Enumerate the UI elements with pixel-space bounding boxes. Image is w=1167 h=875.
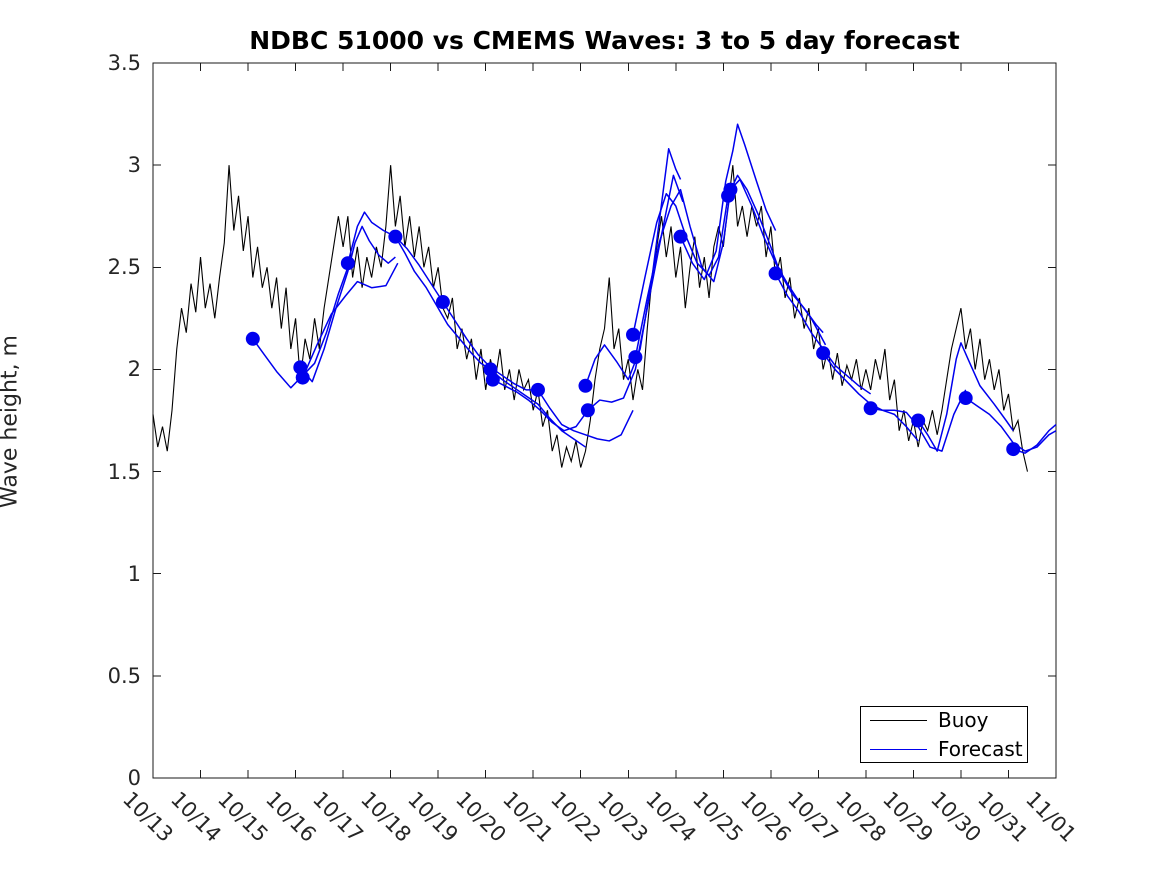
y-axis-tick-label: 0.5 [107, 663, 141, 688]
forecast-marker [626, 327, 641, 342]
buoy-line-swatch [870, 719, 927, 721]
forecast-marker [530, 382, 545, 397]
forecast-marker [863, 401, 878, 416]
plot-border [152, 62, 1057, 779]
forecast-segment [394, 236, 491, 371]
forecast-segment [774, 273, 872, 395]
forecast-marker [388, 229, 403, 244]
forecast-marker [340, 256, 355, 271]
chart-title: NDBC 51000 vs CMEMS Waves: 3 to 5 day fo… [249, 26, 960, 55]
forecast-marker [580, 403, 595, 418]
forecast-marker [485, 372, 500, 387]
forecast-marker [628, 350, 643, 365]
forecast-segment [537, 389, 634, 442]
forecast-segment [489, 368, 586, 448]
legend-label-buoy: Buoy [938, 708, 989, 732]
forecast-segment [822, 352, 919, 442]
y-axis-tick-label: 1 [127, 561, 141, 586]
forecast-marker [245, 331, 260, 346]
forecast-segment [587, 174, 684, 411]
forecast-marker [723, 182, 738, 197]
buoy-line [152, 165, 1029, 472]
legend-item-forecast: Forecast [861, 737, 1027, 761]
axes-box [152, 62, 1057, 779]
forecast-marker [958, 391, 973, 406]
forecast-segment [299, 225, 396, 383]
legend-item-buoy: Buoy [861, 708, 1027, 732]
forecast-segment [679, 123, 777, 281]
forecast-segment [492, 378, 589, 432]
forecast-marker [768, 266, 783, 281]
forecast-marker [673, 229, 688, 244]
forecast-marker [911, 413, 926, 428]
forecast-segment [302, 262, 399, 378]
forecast-marker [1006, 442, 1021, 457]
forecast-line-swatch [870, 748, 927, 750]
y-axis-tick-label: 1.5 [107, 459, 141, 484]
legend-label-forecast: Forecast [938, 737, 1023, 761]
forecast-segment [1012, 424, 1057, 454]
forecast-segment [634, 188, 732, 358]
forecast-segment [729, 178, 827, 346]
forecast-marker [435, 295, 450, 310]
y-axis-tick-label: 0 [127, 766, 141, 790]
forecast-segment [584, 148, 682, 387]
y-axis-tick-label: 2.5 [107, 255, 141, 280]
forecast-segment [917, 342, 1014, 452]
forecast-marker [295, 370, 310, 385]
forecast-marker [816, 346, 831, 361]
forecast-segment [632, 192, 729, 335]
y-axis-tick-label: 3.5 [107, 51, 141, 75]
forecast-marker [578, 378, 593, 393]
legend: Buoy Forecast [860, 706, 1028, 763]
y-axis-tick-label: 2 [127, 357, 141, 382]
y-axis-tick-label: 3 [127, 153, 141, 178]
